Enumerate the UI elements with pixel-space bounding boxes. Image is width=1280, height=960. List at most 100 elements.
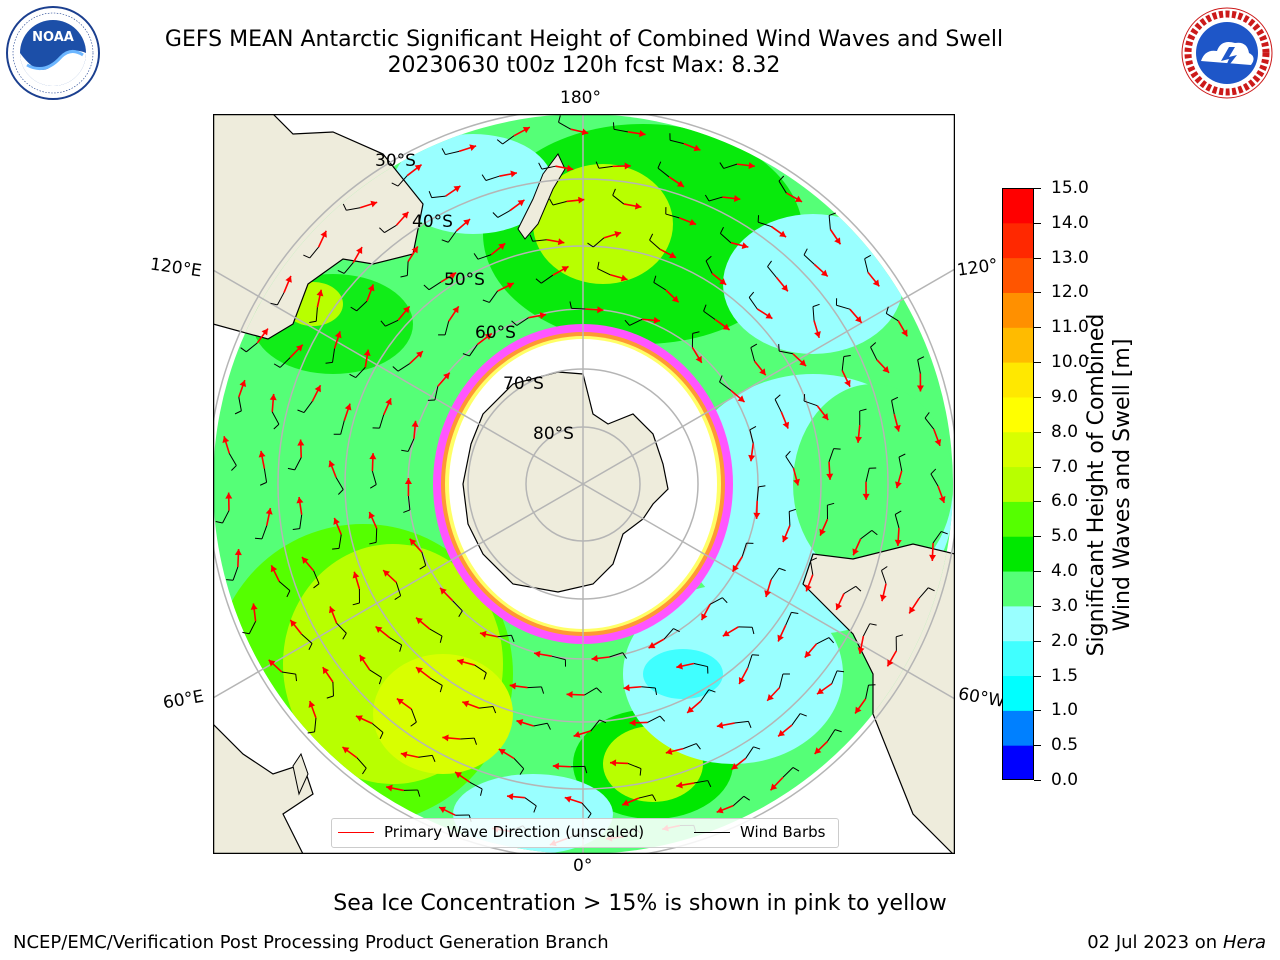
wave-arrow (813, 263, 829, 278)
wind-barb (898, 453, 906, 471)
wave-arrow (516, 719, 534, 727)
wind-barb (403, 495, 411, 513)
wave-arrow (665, 289, 680, 303)
wind-barb (492, 210, 511, 218)
wave-arrow (826, 461, 834, 480)
wind-barb (410, 708, 417, 727)
wind-barb (419, 551, 427, 570)
wind-barb (273, 357, 291, 368)
wind-barb (400, 261, 409, 278)
wave-arrow (552, 762, 571, 770)
colorbar-tick-mark (1034, 605, 1041, 607)
wave-arrow (533, 650, 552, 658)
wind-barb (924, 412, 935, 430)
wind-barb (584, 687, 602, 696)
colorbar-tick-label: 11.0 (1051, 317, 1089, 338)
wave-arrow (862, 481, 870, 500)
wind-barb (624, 318, 643, 326)
wave-arrow (895, 470, 903, 489)
wave-arrow (283, 275, 292, 293)
colorbar-label-line2: Wind Waves and Swell [m] (1110, 338, 1135, 632)
wind-barb (749, 425, 757, 444)
colorbar-tick-label: 0.5 (1051, 735, 1079, 756)
map-subtitle: 20230630 t00z 120h fcst Max: 8.32 (387, 53, 781, 78)
map-legend: Primary Wave Direction (unscaled) Wind B… (331, 818, 839, 848)
wind-barb (860, 530, 878, 540)
wave-arrow (566, 196, 585, 204)
colorbar-segment (1002, 571, 1034, 607)
wave-arrow (455, 218, 471, 232)
wind-barb (835, 298, 850, 310)
colorbar-label-line1: Significant Height of Combined (1084, 313, 1109, 657)
wind-barb (864, 254, 872, 273)
wave-arrow (686, 700, 702, 714)
new-zealand-landmass (517, 153, 566, 240)
wind-barb (313, 570, 320, 589)
wave-arrow (730, 757, 747, 771)
wave-arrow (897, 320, 908, 337)
wind-barb (309, 307, 318, 324)
wind-barb (778, 175, 787, 194)
wave-arrow (352, 571, 361, 590)
wave-arrow (415, 616, 431, 630)
wave-arrow (609, 759, 629, 767)
sea-ice-note: Sea Ice Concentration > 15% is shown in … (333, 891, 947, 916)
wave-arrow (250, 603, 258, 622)
wind-barb (356, 757, 367, 775)
lon-label-180: 180° (560, 88, 601, 108)
colorbar-tick-label: 8.0 (1051, 421, 1079, 442)
wave-arrow (366, 284, 375, 302)
wind-barb (511, 317, 529, 326)
wave-arrow (308, 700, 317, 719)
wave-arrow (566, 691, 585, 699)
wave-arrow (265, 507, 273, 526)
legend-black-line (694, 832, 730, 833)
wave-arrow (854, 698, 867, 714)
legend-red-line (338, 832, 374, 833)
colorbar-tick-mark (1034, 745, 1041, 747)
wave-arrow (552, 265, 569, 276)
wind-barb (479, 706, 497, 714)
wave-arrow (849, 308, 863, 324)
wind-barb (791, 713, 807, 726)
wave-arrow (814, 740, 829, 755)
wave-arrow (770, 225, 787, 238)
wave-arrow (268, 659, 283, 673)
wind-barb (452, 600, 463, 618)
wind-barb (462, 344, 478, 357)
colorbar-segment (1002, 188, 1034, 224)
wave-arrow (648, 638, 665, 649)
wave-arrow (570, 128, 589, 136)
colorbar-tick-label: 14.0 (1051, 212, 1089, 233)
wind-barb (570, 765, 588, 774)
wind-barb (828, 448, 841, 463)
wave-arrow (777, 624, 787, 642)
wind-barb (287, 457, 302, 471)
wind-barb (932, 531, 948, 544)
wave-arrow (722, 195, 741, 202)
wave-arrow (454, 771, 471, 783)
wind-barb (474, 664, 487, 680)
wave-arrow (363, 349, 371, 368)
wind-barb (719, 375, 732, 391)
lat-label-70s: 70°S (503, 374, 544, 394)
wave-arrow (678, 217, 697, 226)
wind-barb (535, 274, 554, 284)
wave-arrow (857, 635, 865, 654)
wind-barb (513, 758, 525, 775)
wind-barb (538, 162, 556, 170)
wind-barb (527, 686, 545, 694)
wind-barb (379, 224, 397, 234)
colorbar-segment (1002, 292, 1034, 328)
wave-arrow (867, 271, 880, 287)
wave-arrow (479, 630, 498, 638)
wind-barb (918, 587, 935, 599)
wave-arrow (270, 564, 280, 582)
wind-barb (372, 414, 385, 429)
wave-arrow (731, 556, 743, 573)
wind-barb (638, 794, 657, 802)
wind-barb (481, 174, 500, 181)
wave-arrow (395, 211, 410, 226)
wave-arrow (437, 372, 451, 387)
wave-arrow (894, 527, 902, 546)
